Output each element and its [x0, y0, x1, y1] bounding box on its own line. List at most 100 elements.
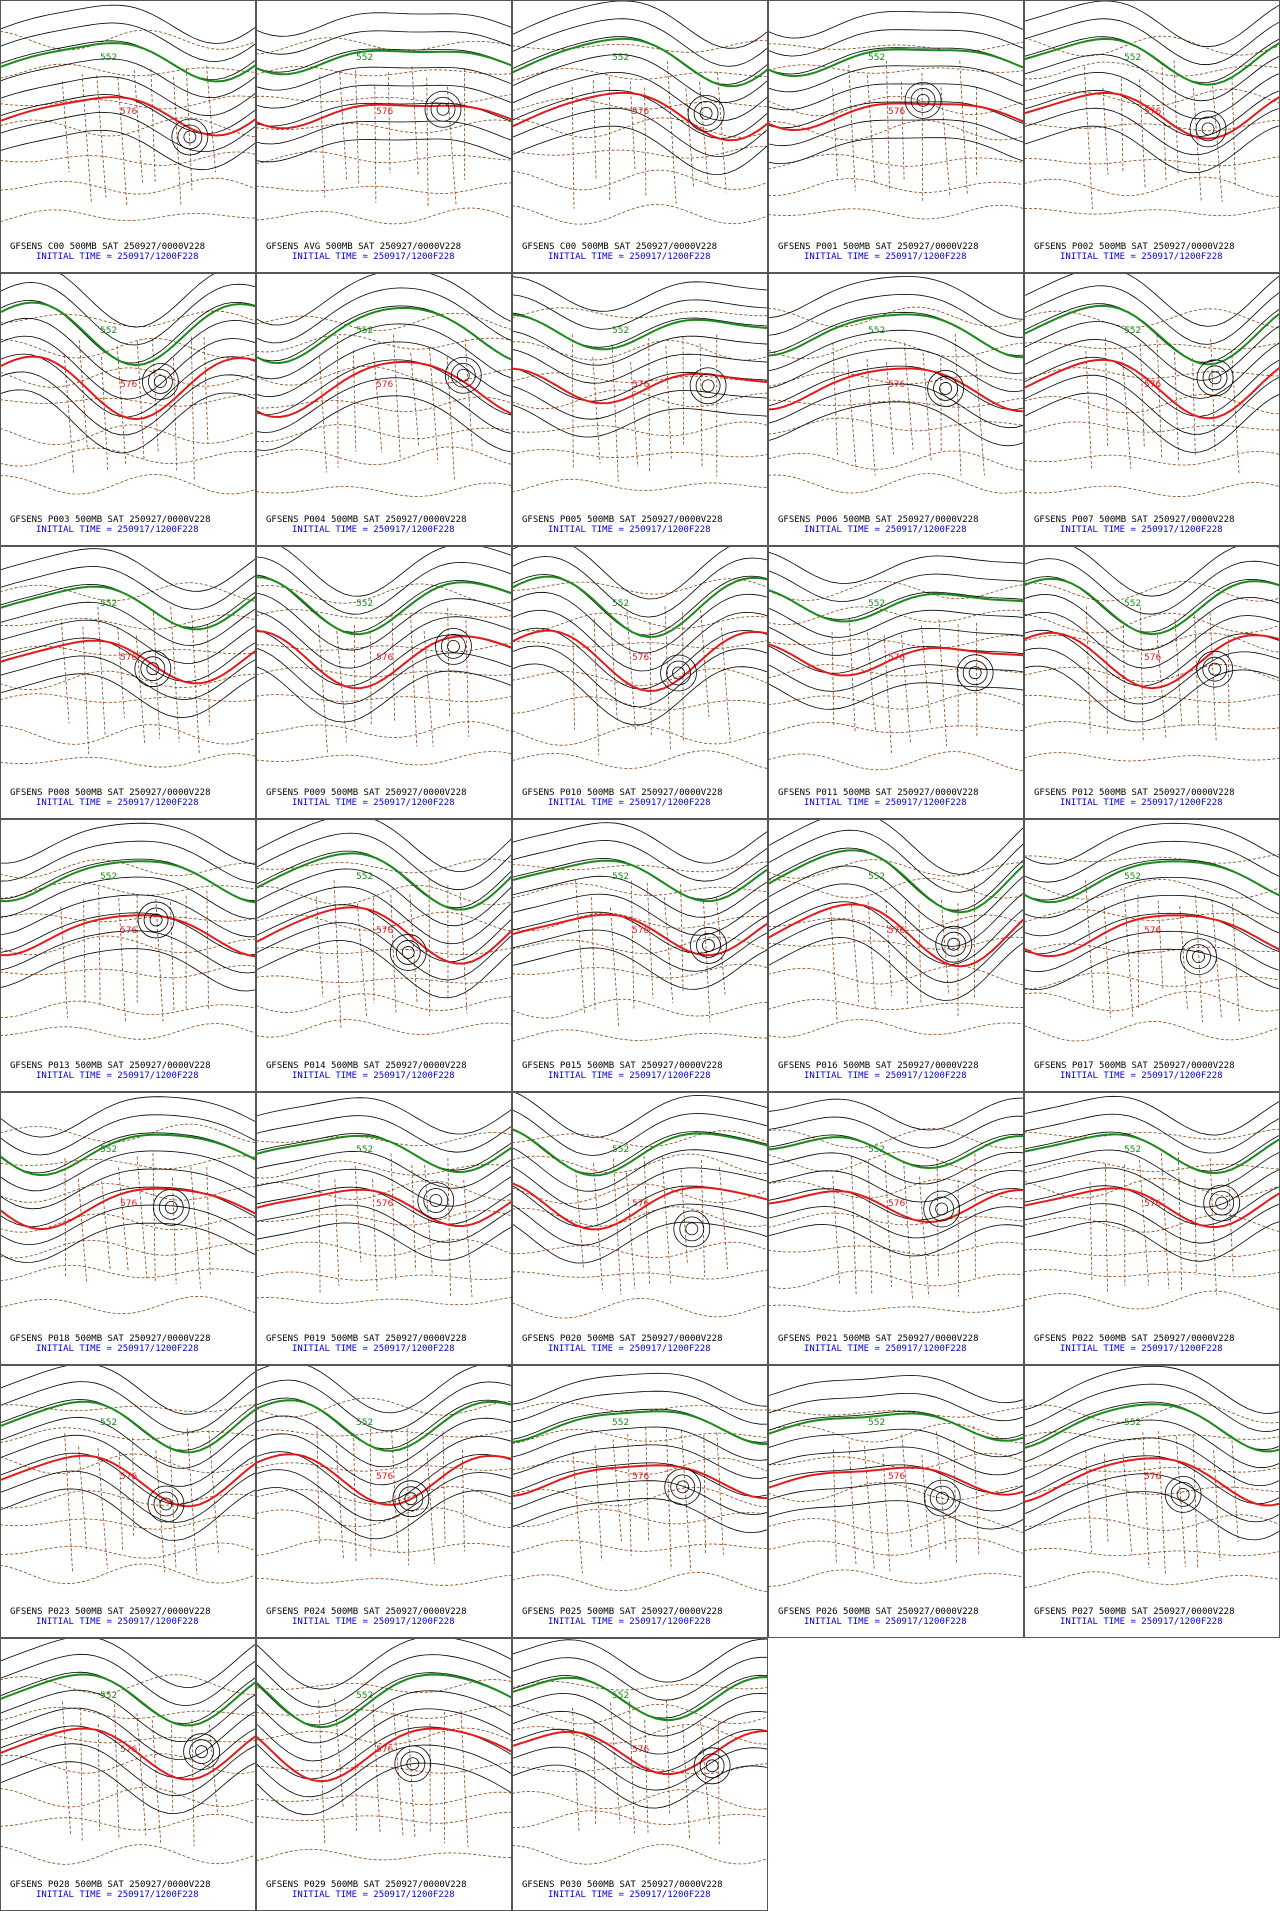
contour-label: 552: [100, 599, 117, 609]
map-boundary: [975, 358, 985, 476]
map-boundary: [1025, 854, 1279, 864]
map-boundary: [719, 1167, 728, 1270]
map-boundary: [513, 696, 767, 714]
contour-576: [257, 906, 511, 965]
low-center: [1192, 950, 1205, 964]
low-center: [429, 1194, 443, 1207]
map-boundary: [391, 612, 396, 722]
map-boundary: [1193, 87, 1202, 201]
map-boundary: [769, 936, 1023, 950]
contour-576: [513, 1182, 767, 1231]
height-contour: [1025, 1185, 1279, 1226]
panel-label: GFSENS P021 500MB SAT 250927/0000V228: [778, 1334, 978, 1344]
panel-label: GFSENS P009 500MB SAT 250927/0000V228: [266, 788, 466, 798]
map-boundary: [64, 1433, 74, 1573]
map-boundary: [257, 946, 511, 956]
map-boundary: [665, 345, 672, 459]
height-contour: [1025, 647, 1279, 705]
map-boundary: [922, 352, 932, 462]
panel-label: GFSENS P024 500MB SAT 250927/0000V228: [266, 1607, 466, 1617]
map-body: 552 576: [1, 4, 255, 222]
map-boundary: [769, 450, 1023, 471]
map-boundary: [257, 1238, 511, 1257]
map-boundary: [513, 1486, 767, 1508]
map-boundary: [336, 630, 347, 742]
low-center: [141, 363, 179, 400]
height-contour: [513, 54, 767, 103]
low-center: [685, 1222, 699, 1236]
height-contour: [1, 1488, 255, 1541]
height-contour: [257, 868, 511, 927]
map-boundary: [390, 1153, 397, 1280]
map-boundary: [513, 1401, 767, 1413]
panel-border: [768, 0, 1024, 273]
height-contour: [769, 829, 1023, 893]
height-contour: [513, 591, 767, 654]
height-contour: [1, 1689, 255, 1743]
height-contour: [1, 1132, 255, 1174]
map-boundary: [407, 1714, 416, 1839]
low-center: [696, 933, 721, 958]
map-boundary: [1025, 721, 1279, 731]
map-boundary: [513, 40, 767, 53]
low-center: [1176, 1487, 1190, 1501]
map-boundary: [1, 177, 255, 195]
map-boundary: [429, 347, 439, 461]
contour-576: [513, 91, 767, 142]
contour-576: [513, 629, 767, 693]
contour-label: 552: [612, 1691, 629, 1701]
contour-label: 552: [612, 53, 629, 63]
height-contour: [769, 1500, 1023, 1530]
map-boundary: [1, 859, 255, 879]
map-boundary: [513, 750, 767, 769]
contour-552: [1, 585, 255, 631]
map-boundary: [172, 357, 178, 471]
panel-label: GFSENS P023 500MB SAT 250927/0000V228: [10, 1607, 210, 1617]
map-panel: 552 576 GFSENS C00 500MB SAT 250927/0000V2…: [0, 0, 256, 273]
height-contour: [257, 1397, 511, 1450]
contour-label: 576: [888, 653, 905, 663]
map-boundary: [447, 608, 450, 718]
map-boundary: [1025, 1248, 1279, 1257]
contour-552: [1025, 577, 1279, 636]
map-boundary: [769, 914, 1023, 931]
map-boundary: [1, 1000, 255, 1019]
map-boundary: [630, 361, 639, 468]
contour-label: 576: [632, 107, 649, 117]
map-boundary: [1142, 1432, 1150, 1569]
map-boundary: [1, 209, 255, 222]
map-boundary: [682, 336, 685, 447]
map-boundary: [257, 1574, 511, 1586]
panel-init-time: INITIAL TIME = 250917/1200F228: [548, 252, 711, 262]
map-boundary: [513, 963, 767, 979]
map-boundary: [410, 615, 418, 747]
map-boundary: [257, 1296, 511, 1306]
height-contour: [1025, 558, 1279, 615]
contour-label: 576: [376, 1199, 393, 1209]
map-boundary: [208, 1430, 219, 1553]
contour-576: [257, 103, 511, 130]
height-contour: [1025, 125, 1279, 174]
low-center: [392, 1480, 430, 1518]
contour-label: 552: [356, 1418, 373, 1428]
map-boundary: [1, 614, 255, 630]
map-boundary: [769, 664, 1023, 679]
map-boundary: [1175, 1436, 1186, 1567]
map-boundary: [96, 75, 107, 198]
map-boundary: [257, 884, 511, 906]
height-contour: [1025, 89, 1279, 138]
map-boundary: [611, 344, 619, 482]
height-contour: [1, 281, 255, 346]
height-contour: [257, 904, 511, 963]
panel-init-time: INITIAL TIME = 250917/1200F228: [292, 525, 455, 535]
map-boundary: [1194, 1179, 1197, 1275]
map-boundary: [1, 935, 255, 956]
map-boundary: [1140, 607, 1144, 743]
map-boundary: [334, 1699, 344, 1809]
contour-label: 576: [120, 1199, 137, 1209]
map-boundary: [191, 615, 200, 754]
map-boundary: [355, 70, 360, 186]
map-boundary: [1, 1123, 255, 1144]
map-boundary: [61, 81, 70, 173]
